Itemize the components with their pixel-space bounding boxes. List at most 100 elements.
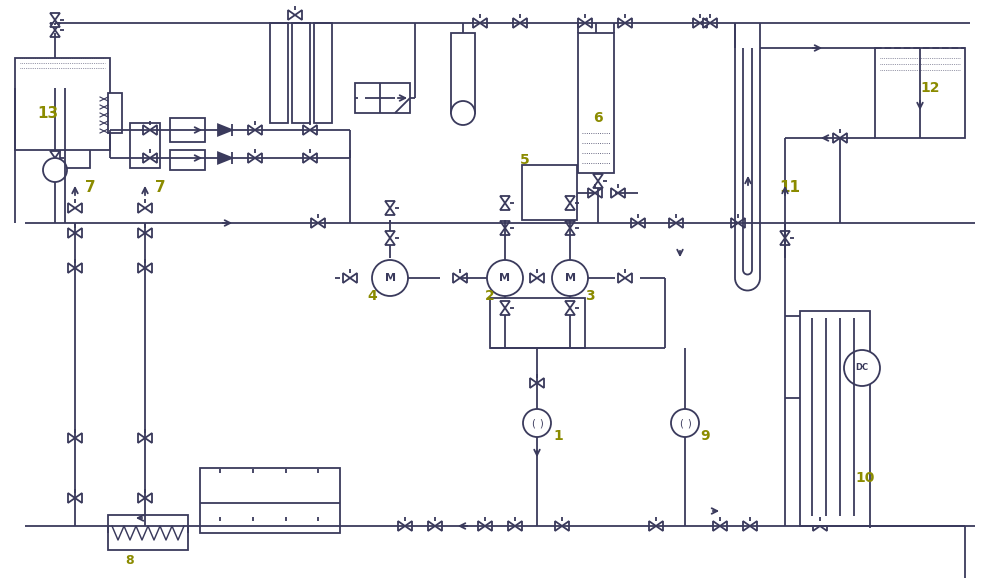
Bar bbox=[875, 48, 965, 138]
Polygon shape bbox=[303, 125, 310, 135]
Polygon shape bbox=[405, 521, 412, 531]
Polygon shape bbox=[631, 218, 638, 228]
Polygon shape bbox=[50, 13, 60, 20]
Text: M: M bbox=[564, 273, 576, 283]
Bar bbox=[130, 123, 160, 168]
Text: (: ( bbox=[531, 418, 535, 428]
Text: 7: 7 bbox=[155, 180, 165, 195]
Polygon shape bbox=[537, 378, 544, 388]
Polygon shape bbox=[485, 521, 492, 531]
Polygon shape bbox=[75, 203, 82, 213]
Circle shape bbox=[451, 101, 475, 125]
Polygon shape bbox=[515, 521, 522, 531]
Polygon shape bbox=[720, 521, 727, 531]
Polygon shape bbox=[220, 521, 227, 531]
Polygon shape bbox=[213, 473, 220, 483]
Polygon shape bbox=[565, 221, 575, 228]
Text: 3: 3 bbox=[585, 289, 595, 303]
Polygon shape bbox=[453, 273, 460, 283]
Polygon shape bbox=[75, 493, 82, 503]
Text: M: M bbox=[500, 273, 511, 283]
Text: M: M bbox=[384, 273, 396, 283]
Circle shape bbox=[844, 350, 880, 386]
Polygon shape bbox=[618, 273, 625, 283]
Polygon shape bbox=[385, 231, 395, 238]
Polygon shape bbox=[565, 196, 575, 203]
Bar bbox=[578, 33, 614, 173]
Polygon shape bbox=[68, 433, 75, 443]
Polygon shape bbox=[295, 10, 302, 20]
Circle shape bbox=[43, 158, 67, 182]
Polygon shape bbox=[555, 521, 562, 531]
Text: 12: 12 bbox=[920, 81, 940, 95]
Polygon shape bbox=[75, 433, 82, 443]
Polygon shape bbox=[750, 521, 757, 531]
Circle shape bbox=[671, 409, 699, 437]
Polygon shape bbox=[743, 521, 750, 531]
Polygon shape bbox=[611, 188, 618, 198]
Polygon shape bbox=[593, 174, 603, 181]
Polygon shape bbox=[220, 473, 227, 483]
Bar bbox=[522, 165, 577, 220]
Polygon shape bbox=[478, 521, 485, 531]
Polygon shape bbox=[813, 521, 820, 531]
Polygon shape bbox=[780, 231, 790, 238]
Polygon shape bbox=[311, 473, 318, 483]
Polygon shape bbox=[565, 308, 575, 315]
Text: 1: 1 bbox=[553, 429, 563, 443]
Polygon shape bbox=[833, 133, 840, 143]
Polygon shape bbox=[530, 273, 537, 283]
Polygon shape bbox=[500, 221, 510, 228]
Bar bbox=[314, 23, 332, 123]
Polygon shape bbox=[460, 273, 467, 283]
Text: 7: 7 bbox=[85, 180, 95, 195]
Polygon shape bbox=[50, 158, 60, 165]
Polygon shape bbox=[318, 218, 325, 228]
Polygon shape bbox=[138, 203, 145, 213]
Text: 5: 5 bbox=[520, 153, 530, 167]
Polygon shape bbox=[565, 301, 575, 308]
Polygon shape bbox=[618, 188, 625, 198]
Polygon shape bbox=[279, 521, 286, 531]
Text: DC: DC bbox=[855, 364, 869, 372]
Polygon shape bbox=[138, 228, 145, 238]
Text: ): ) bbox=[539, 418, 543, 428]
Polygon shape bbox=[145, 228, 152, 238]
Polygon shape bbox=[68, 203, 75, 213]
Polygon shape bbox=[693, 18, 700, 28]
Circle shape bbox=[372, 260, 408, 296]
Polygon shape bbox=[656, 521, 663, 531]
Bar bbox=[451, 33, 475, 113]
Polygon shape bbox=[138, 433, 145, 443]
Polygon shape bbox=[218, 124, 232, 136]
Polygon shape bbox=[311, 218, 318, 228]
Polygon shape bbox=[578, 18, 585, 28]
Polygon shape bbox=[500, 308, 510, 315]
Polygon shape bbox=[738, 218, 745, 228]
Polygon shape bbox=[500, 228, 510, 235]
Circle shape bbox=[523, 409, 551, 437]
Polygon shape bbox=[50, 23, 60, 30]
Polygon shape bbox=[500, 301, 510, 308]
Polygon shape bbox=[473, 18, 480, 28]
Polygon shape bbox=[593, 181, 603, 188]
Polygon shape bbox=[279, 473, 286, 483]
Polygon shape bbox=[350, 273, 357, 283]
Polygon shape bbox=[625, 273, 632, 283]
Polygon shape bbox=[480, 18, 487, 28]
Polygon shape bbox=[703, 18, 710, 28]
Polygon shape bbox=[50, 151, 60, 158]
Polygon shape bbox=[385, 208, 395, 215]
Polygon shape bbox=[565, 228, 575, 235]
Polygon shape bbox=[143, 153, 150, 163]
Polygon shape bbox=[513, 18, 520, 28]
Polygon shape bbox=[638, 218, 645, 228]
Polygon shape bbox=[820, 521, 827, 531]
Polygon shape bbox=[248, 125, 255, 135]
Polygon shape bbox=[588, 188, 595, 198]
Polygon shape bbox=[68, 228, 75, 238]
Text: (: ( bbox=[679, 418, 683, 428]
Polygon shape bbox=[150, 153, 157, 163]
Bar bbox=[292, 23, 310, 123]
Polygon shape bbox=[303, 153, 310, 163]
